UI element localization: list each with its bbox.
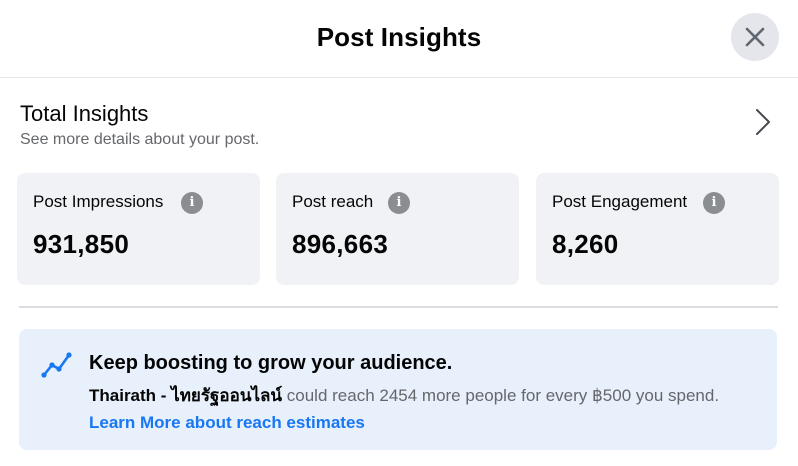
total-insights-row[interactable]: Total Insights See more details about yo… [0, 78, 798, 164]
dialog-title: Post Insights [316, 22, 482, 52]
metric-label: Post Engagement [552, 192, 688, 211]
learn-more-link[interactable]: Learn More about reach estimates [89, 413, 365, 432]
total-insights-subtitle: See more details about your post. [20, 131, 260, 148]
metric-value: 896,663 [292, 229, 389, 259]
promo-message-text: could reach 2454 more people for every ฿… [282, 386, 720, 405]
info-icon[interactable]: i [388, 192, 410, 214]
trend-line-icon [41, 352, 72, 378]
page-name: Thairath - ไทยรัฐออนไลน์ [89, 386, 283, 405]
section-divider [19, 306, 778, 308]
metric-card-engagement: Post Engagement i 8,260 [536, 173, 779, 285]
metric-card-reach: Post reach i 896,663 [276, 173, 519, 285]
total-insights-title: Total Insights [20, 101, 149, 126]
promo-message: Thairath - ไทยรัฐออนไลน์ could reach 245… [89, 382, 719, 409]
close-button[interactable] [731, 13, 779, 61]
metric-label: Post Impressions [33, 192, 164, 211]
boost-promo-banner: Keep boosting to grow your audience. Tha… [19, 329, 777, 450]
chevron-right-icon [756, 109, 770, 135]
dialog-header: Post Insights [0, 0, 798, 78]
info-icon[interactable]: i [181, 192, 203, 214]
info-icon[interactable]: i [703, 192, 725, 214]
metric-value: 8,260 [552, 229, 619, 259]
metric-value: 931,850 [33, 229, 130, 259]
promo-title: Keep boosting to grow your audience. [89, 352, 453, 374]
metric-label: Post reach [292, 192, 374, 211]
metric-card-impressions: Post Impressions i 931,850 [17, 173, 260, 285]
metric-cards: Post Impressions i 931,850 Post reach i … [17, 173, 779, 285]
close-icon [745, 27, 765, 47]
